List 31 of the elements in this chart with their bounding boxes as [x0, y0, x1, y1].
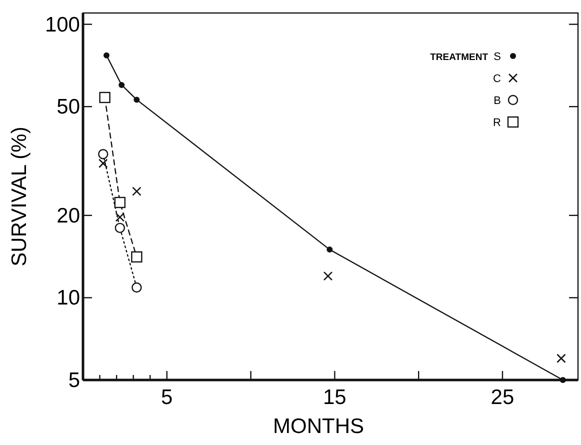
x-tick-label: 15	[323, 386, 346, 409]
point	[326, 246, 333, 253]
point	[114, 196, 126, 208]
x-axis-title: MONTHS	[273, 415, 364, 438]
legend-label: R	[493, 117, 502, 129]
point	[134, 96, 140, 103]
point	[131, 251, 142, 263]
point	[98, 149, 108, 160]
point	[98, 158, 108, 168]
x-tick-label: 5	[161, 386, 173, 409]
point	[132, 282, 142, 293]
point	[103, 52, 110, 58]
point	[556, 354, 566, 364]
point	[323, 271, 333, 281]
legend-title: TREATMENT	[430, 52, 488, 63]
y-axis-title: SURVIVAL (%)	[8, 126, 31, 266]
point	[560, 377, 566, 383]
point	[132, 186, 142, 196]
y-tick-label: 20	[56, 204, 80, 228]
y-tick-label: 5	[68, 369, 80, 392]
legend-label: S	[494, 51, 501, 63]
y-tick-label: 100	[44, 13, 80, 36]
legend-label: B	[494, 95, 501, 107]
point	[99, 92, 110, 104]
legend-label: C	[493, 73, 502, 85]
point	[118, 82, 125, 88]
x-tick-label: 25	[490, 386, 514, 409]
point	[115, 212, 125, 222]
y-tick-label: 50	[56, 96, 80, 119]
y-tick-label: 10	[56, 286, 80, 310]
point	[114, 222, 126, 234]
